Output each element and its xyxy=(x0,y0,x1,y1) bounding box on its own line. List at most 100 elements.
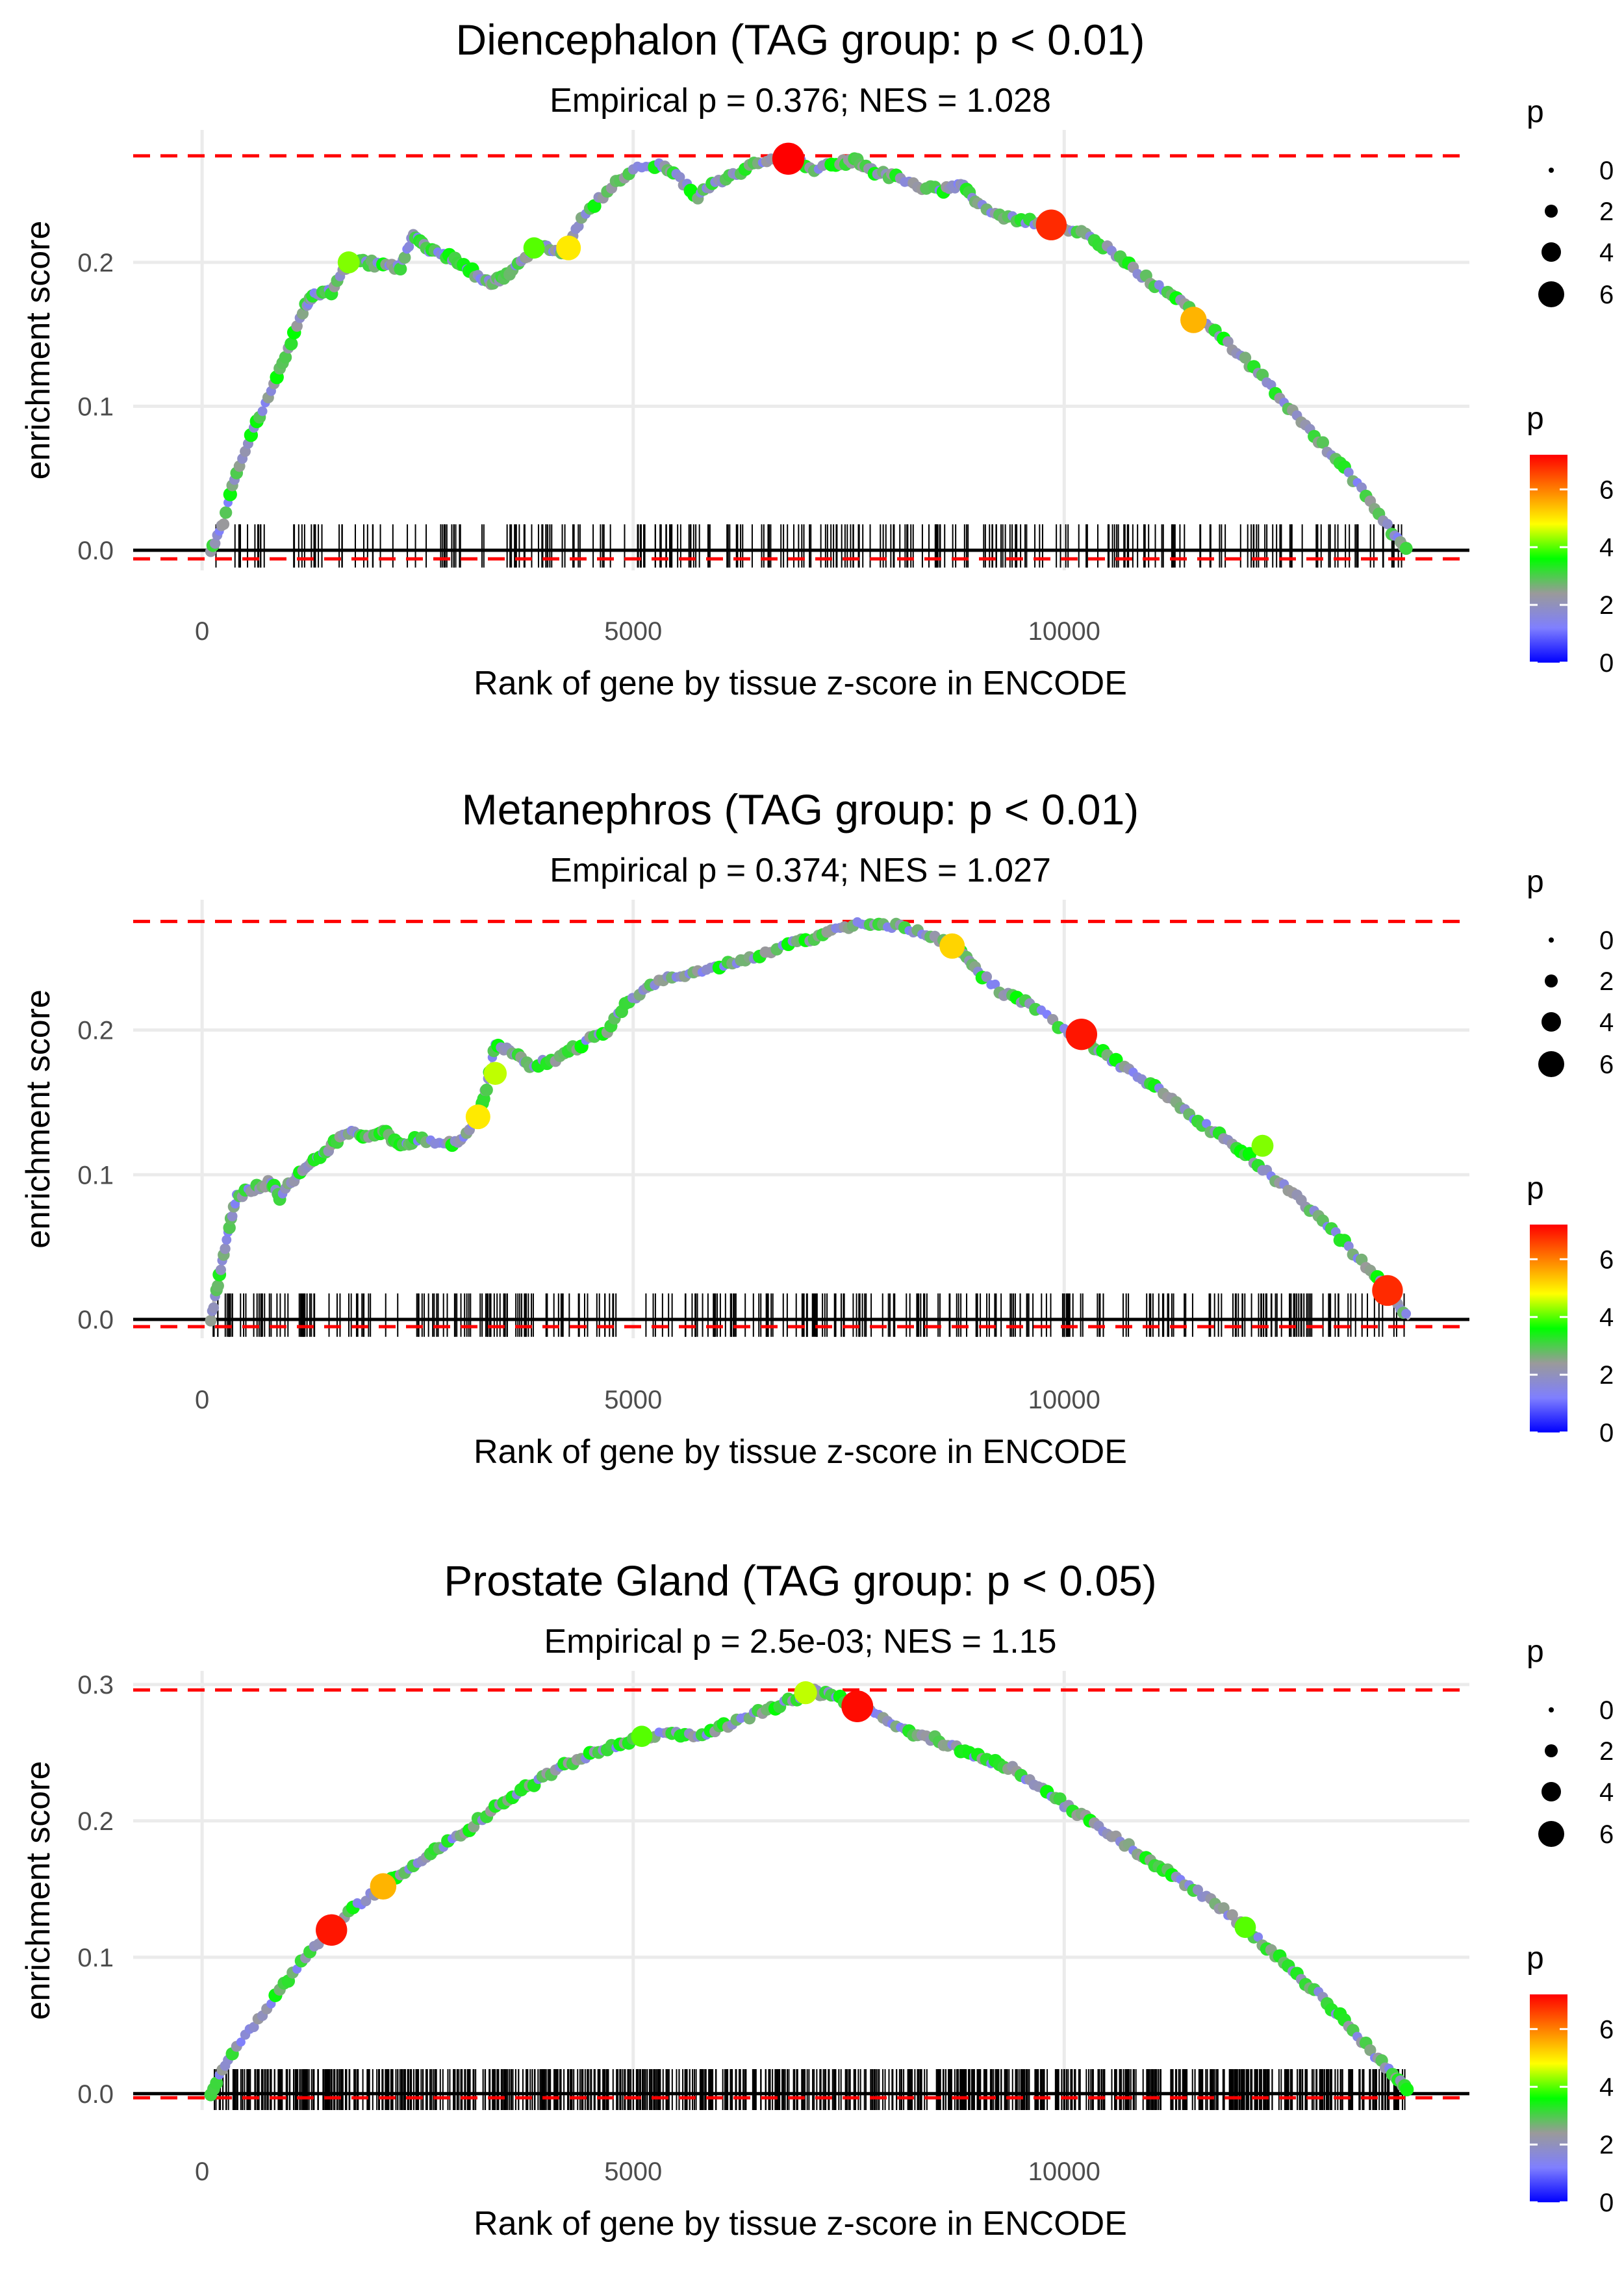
enrichment-curve xyxy=(209,921,1411,1321)
size-legend-key xyxy=(1545,1744,1558,1757)
chart-title: Metanephros (TAG group: p < 0.01) xyxy=(462,785,1139,833)
gene-point xyxy=(990,979,1000,989)
chart-subtitle: Empirical p = 2.5e-03; NES = 1.15 xyxy=(544,1623,1056,1660)
y-tick-label: 0.2 xyxy=(77,1807,114,1836)
gene-point xyxy=(1222,336,1234,348)
size-legend-key xyxy=(1538,1051,1564,1077)
chart-subtitle: Empirical p = 0.376; NES = 1.028 xyxy=(550,82,1051,120)
gene-point xyxy=(1202,1119,1212,1128)
size-legend-label: 4 xyxy=(1599,1008,1614,1037)
size-legend-key xyxy=(1538,1821,1564,1847)
gene-point xyxy=(1382,518,1393,529)
size-legend-label: 0 xyxy=(1599,926,1614,955)
gene-points xyxy=(205,147,1413,557)
size-legend-label: 6 xyxy=(1599,1050,1614,1079)
color-legend: p 0 2 4 6 xyxy=(1527,1941,1614,2217)
colorbar-label: 4 xyxy=(1599,533,1614,562)
size-legend-label: 0 xyxy=(1599,157,1614,185)
gene-rank-rug xyxy=(214,2069,1406,2110)
chart-subtitle: Empirical p = 0.374; NES = 1.027 xyxy=(550,852,1051,889)
colorbar-label: 6 xyxy=(1599,1245,1614,1274)
color-legend-title: p xyxy=(1527,401,1544,436)
size-legend-key xyxy=(1542,242,1561,262)
x-tick-label: 10000 xyxy=(1028,1386,1100,1414)
colorbar-label: 2 xyxy=(1599,1361,1614,1390)
size-legend-title: p xyxy=(1527,1635,1544,1669)
colorbar-label: 2 xyxy=(1599,2131,1614,2159)
gene-point xyxy=(1401,1308,1412,1319)
gene-point xyxy=(208,1302,220,1314)
x-tick-label: 10000 xyxy=(1028,617,1100,646)
gene-points xyxy=(205,917,1412,1327)
y-tick-label: 0.1 xyxy=(77,1161,114,1189)
gene-point xyxy=(257,406,268,416)
y-tick-label: 0.0 xyxy=(77,1306,114,1334)
gene-point xyxy=(1316,436,1330,449)
y-tick-label: 0.0 xyxy=(77,537,114,565)
size-legend-key xyxy=(1538,281,1564,307)
gene-point xyxy=(218,518,230,530)
x-tick-label: 10000 xyxy=(1028,2157,1100,2186)
highlight-point xyxy=(794,1681,817,1705)
y-tick-label: 0.3 xyxy=(77,1671,114,1699)
gene-rank-rug xyxy=(215,524,1402,568)
x-axis-label: Rank of gene by tissue z-score in ENCODE xyxy=(474,1433,1127,1471)
gene-point xyxy=(223,1221,236,1234)
colorbar xyxy=(1530,1994,1567,2202)
gene-point xyxy=(209,538,221,549)
panel-2: Metanephros (TAG group: p < 0.01) Empiric… xyxy=(19,785,1614,1471)
y-tick-label: 0.1 xyxy=(77,392,114,421)
size-legend-label: 2 xyxy=(1599,1737,1614,1766)
x-tick-label: 5000 xyxy=(604,2157,662,2186)
gene-point xyxy=(404,242,414,252)
gene-point xyxy=(285,337,298,351)
colorbar-label: 6 xyxy=(1599,476,1614,504)
gene-point xyxy=(1053,1792,1067,1806)
gene-point xyxy=(236,2037,246,2047)
size-legend-label: 6 xyxy=(1599,281,1614,309)
gene-point xyxy=(210,2076,223,2090)
size-legend-label: 0 xyxy=(1599,1696,1614,1725)
x-axis-label: Rank of gene by tissue z-score in ENCODE xyxy=(474,665,1127,702)
highlight-point xyxy=(1065,1018,1098,1050)
size-legend-key xyxy=(1545,974,1558,987)
gene-point xyxy=(1400,2082,1414,2096)
x-tick-label: 0 xyxy=(195,1386,209,1414)
gene-point xyxy=(219,506,233,519)
highlight-point xyxy=(1372,1275,1403,1306)
gene-point xyxy=(361,1896,372,1907)
gene-point xyxy=(394,262,407,276)
y-axis-label: enrichment score xyxy=(19,221,57,480)
highlight-point xyxy=(337,251,360,273)
size-legend-label: 2 xyxy=(1599,967,1614,996)
size-legend: p 0 2 4 6 xyxy=(1527,95,1614,309)
highlight-point xyxy=(556,235,581,261)
size-legend-title: p xyxy=(1527,865,1544,899)
gene-rank-rug xyxy=(212,1293,1405,1337)
gene-point xyxy=(587,199,602,213)
x-tick-label: 5000 xyxy=(604,1386,662,1414)
x-tick-label: 0 xyxy=(195,2157,209,2186)
chart-title: Diencephalon (TAG group: p < 0.01) xyxy=(456,16,1145,64)
gene-point xyxy=(1343,467,1354,477)
gene-point xyxy=(291,320,303,332)
panel-3: Prostate Gland (TAG group: p < 0.05) Empi… xyxy=(19,1557,1614,2243)
highlight-point xyxy=(523,237,545,259)
size-legend-title: p xyxy=(1527,95,1544,129)
colorbar-label: 4 xyxy=(1599,2073,1614,2102)
panel-1: Diencephalon (TAG group: p < 0.01) Empiri… xyxy=(19,16,1614,702)
y-tick-label: 0.0 xyxy=(77,2080,114,2109)
highlight-point xyxy=(939,933,965,959)
y-axis-label: enrichment score xyxy=(19,989,57,1249)
x-axis-label: Rank of gene by tissue z-score in ENCODE xyxy=(474,2205,1127,2243)
gene-point xyxy=(279,351,292,364)
highlight-point xyxy=(1234,1916,1256,1939)
colorbar-label: 4 xyxy=(1599,1303,1614,1332)
highlight-point xyxy=(631,1725,653,1748)
size-legend: p 0 2 4 6 xyxy=(1527,1635,1614,1849)
colorbar-label: 0 xyxy=(1599,649,1614,678)
colorbar-label: 2 xyxy=(1599,591,1614,620)
color-legend-title: p xyxy=(1527,1941,1544,1976)
size-legend-key xyxy=(1549,168,1554,173)
highlight-point xyxy=(465,1104,490,1130)
